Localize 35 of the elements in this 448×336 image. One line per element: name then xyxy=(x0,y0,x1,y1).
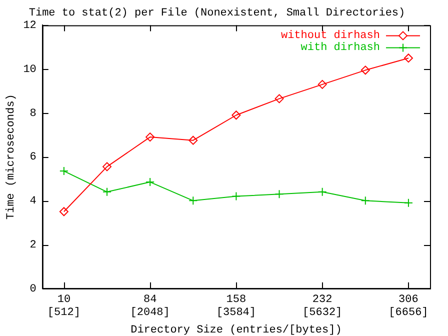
y-tick-label: 2 xyxy=(30,239,36,252)
point xyxy=(318,187,327,196)
point xyxy=(188,136,198,145)
point xyxy=(146,132,155,142)
y-tick-label: 0 xyxy=(30,283,36,296)
point xyxy=(232,192,241,201)
point xyxy=(404,54,413,63)
x-tick-label: 232 [5632] xyxy=(302,294,342,320)
x-tick-label: 10 [512] xyxy=(47,294,80,320)
point xyxy=(232,110,241,120)
y-axis-title: Time (microseconds) xyxy=(6,94,18,220)
y-tick-label: 10 xyxy=(23,64,36,76)
point xyxy=(188,196,198,206)
point xyxy=(360,196,370,206)
x-tick-label: 306 [6656] xyxy=(388,294,428,320)
y-tick-label: 6 xyxy=(30,152,36,164)
point xyxy=(102,162,112,172)
point xyxy=(274,94,284,104)
x-axis-title: Directory Size (entries/[bytes]) xyxy=(130,324,342,336)
point xyxy=(318,80,327,89)
legend-label: without dirhash xyxy=(280,30,380,42)
y-tick-label: 12 xyxy=(23,20,36,32)
point xyxy=(102,187,112,196)
point xyxy=(274,190,284,199)
y-tick-label: 4 xyxy=(30,196,37,208)
point xyxy=(146,178,155,187)
point xyxy=(59,207,68,216)
point xyxy=(360,66,370,75)
x-tick-label: 158 [3584] xyxy=(216,294,256,320)
legend-label: with dirhash xyxy=(300,42,380,54)
chart-title: Time to stat(2) per File (Nonexistent, Small Directories) xyxy=(28,8,406,20)
point xyxy=(59,166,68,176)
x-tick-label: 84 [2048] xyxy=(130,294,170,320)
point xyxy=(404,198,413,208)
y-tick-label: 8 xyxy=(30,108,36,120)
